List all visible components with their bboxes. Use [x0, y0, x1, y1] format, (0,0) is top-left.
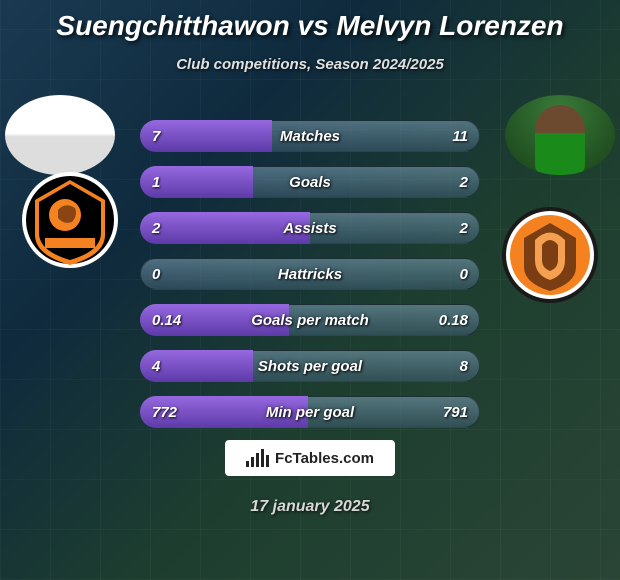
stat-label: Min per goal: [140, 396, 480, 428]
stat-label: Matches: [140, 120, 480, 152]
bars-icon: [246, 449, 269, 467]
club-badge-right: [500, 205, 600, 305]
stat-label: Hattricks: [140, 258, 480, 290]
club-badge-left: [20, 170, 120, 270]
brand-logo: FcTables.com: [225, 440, 395, 476]
stat-row: 22Assists: [140, 212, 480, 244]
stat-label: Goals: [140, 166, 480, 198]
stat-row: 0.140.18Goals per match: [140, 304, 480, 336]
stat-row: 00Hattricks: [140, 258, 480, 290]
player-avatar-left: [5, 95, 115, 175]
stat-row: 772791Min per goal: [140, 396, 480, 428]
stat-label: Goals per match: [140, 304, 480, 336]
page-subtitle: Club competitions, Season 2024/2025: [0, 56, 620, 73]
footer-date: 17 january 2025: [250, 498, 369, 516]
stat-row: 12Goals: [140, 166, 480, 198]
brand-text: FcTables.com: [275, 450, 374, 467]
stat-label: Assists: [140, 212, 480, 244]
stat-label: Shots per goal: [140, 350, 480, 382]
page-title: Suengchitthawon vs Melvyn Lorenzen: [0, 0, 620, 42]
player-avatar-right: [505, 95, 615, 175]
stat-row: 711Matches: [140, 120, 480, 152]
stat-row: 48Shots per goal: [140, 350, 480, 382]
stats-chart: 711Matches 12Goals 22Assists 00Hattricks 0.1…: [140, 120, 480, 442]
